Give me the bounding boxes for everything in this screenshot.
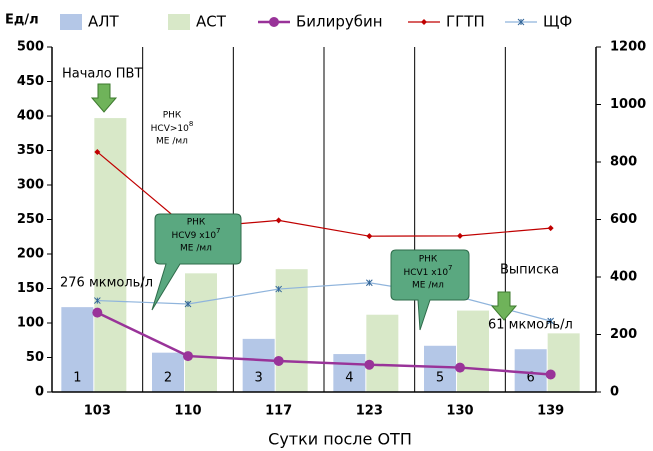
- annotation: 276 мкмоль/л: [60, 276, 153, 291]
- bar: [424, 345, 456, 392]
- marker: [517, 18, 525, 26]
- marker: [275, 217, 282, 224]
- x-tick-label: 123: [356, 404, 383, 419]
- marker: [457, 232, 463, 239]
- x-tick-label: 139: [537, 404, 564, 419]
- bar-label: 5: [436, 371, 444, 386]
- y2-tick-label: 400: [610, 270, 637, 285]
- y2-tick-label: 1000: [610, 97, 646, 112]
- y-axis-title: Ед/л: [5, 13, 39, 28]
- bar: [61, 307, 94, 392]
- x-tick-label: 130: [446, 404, 473, 419]
- annotation: HCV9 x10: [171, 231, 216, 241]
- y-tick-label: 300: [17, 178, 44, 193]
- bar: [242, 338, 275, 392]
- marker: [92, 307, 103, 318]
- annotation: МЕ /мл: [156, 137, 188, 147]
- superscript: 8: [189, 120, 193, 128]
- y-tick-label: 100: [17, 316, 44, 331]
- marker: [547, 225, 554, 232]
- annotation: HCV9 x107: [171, 227, 220, 241]
- annotation: HCV1 x107: [403, 264, 452, 278]
- x-tick-label: 103: [84, 404, 111, 419]
- bar: [333, 354, 366, 392]
- bar: [514, 349, 547, 392]
- y2-tick-label: 200: [610, 327, 637, 342]
- y-tick-label: 150: [17, 281, 44, 296]
- marker: [365, 279, 373, 287]
- bar-label: 4: [345, 371, 353, 386]
- x-axis-title: Сутки после ОТП: [268, 430, 412, 449]
- y-tick-label: 200: [17, 247, 44, 262]
- legend-label: ЩФ: [543, 13, 572, 31]
- bar: [185, 273, 217, 392]
- arrow: [490, 291, 518, 321]
- marker: [183, 351, 193, 362]
- marker: [366, 233, 373, 240]
- annotation: 61 мкмоль/л: [488, 318, 573, 333]
- marker: [421, 19, 427, 25]
- marker: [545, 369, 556, 380]
- marker: [269, 17, 279, 27]
- arrow: [90, 83, 118, 113]
- bar: [547, 333, 580, 392]
- line-series: [97, 282, 551, 322]
- marker: [364, 359, 375, 370]
- legend-label: Билирубин: [296, 13, 383, 31]
- y2-tick-label: 800: [610, 155, 637, 170]
- y-tick-label: 250: [17, 212, 44, 227]
- annotation: Выписка: [500, 263, 559, 278]
- annotation: РНК: [163, 111, 182, 121]
- bar-label: 3: [255, 371, 263, 386]
- bar: [94, 118, 127, 392]
- callout: [151, 213, 242, 311]
- annotation: РНК: [187, 218, 206, 228]
- y-tick-label: 0: [35, 385, 44, 400]
- legend-label: АСТ: [196, 13, 227, 31]
- annotation: HCV1 x10: [403, 268, 448, 278]
- annotation: Начало ПВТ: [62, 67, 142, 82]
- line-series: [96, 311, 551, 376]
- marker: [455, 362, 465, 373]
- bar: [275, 269, 308, 392]
- marker: [273, 355, 284, 366]
- bar-label: 2: [164, 371, 172, 386]
- y-tick-label: 350: [17, 143, 44, 158]
- superscript: 7: [448, 264, 452, 272]
- bar: [457, 310, 489, 392]
- x-tick-label: 110: [174, 404, 201, 419]
- x-tick-label: 117: [265, 404, 292, 419]
- y2-tick-label: 0: [610, 385, 619, 400]
- y-tick-label: 50: [26, 350, 44, 365]
- marker: [275, 285, 283, 293]
- legend-swatch: [168, 14, 190, 30]
- y-tick-label: 450: [17, 74, 44, 89]
- y2-tick-label: 1200: [610, 40, 646, 55]
- y2-tick-label: 600: [610, 212, 637, 227]
- superscript: 7: [216, 227, 220, 235]
- marker: [547, 317, 555, 325]
- bar: [152, 352, 184, 392]
- annotation: HCV>10: [151, 124, 189, 134]
- annotation: МЕ /мл: [180, 244, 212, 254]
- y-tick-label: 400: [17, 109, 44, 124]
- bar-label: 6: [527, 371, 535, 386]
- y-tick-label: 500: [17, 40, 44, 55]
- marker: [94, 148, 101, 155]
- callout: [390, 249, 470, 331]
- marker: [93, 297, 101, 304]
- bar: [366, 314, 399, 392]
- annotation: МЕ /мл: [412, 281, 444, 291]
- legend-swatch: [60, 14, 82, 30]
- annotation: HCV>108: [151, 120, 194, 134]
- marker: [184, 300, 192, 308]
- bar-label: 1: [73, 371, 81, 386]
- legend-label: АЛТ: [88, 13, 120, 31]
- legend-label: ГГТП: [446, 13, 485, 31]
- annotation: РНК: [419, 255, 438, 265]
